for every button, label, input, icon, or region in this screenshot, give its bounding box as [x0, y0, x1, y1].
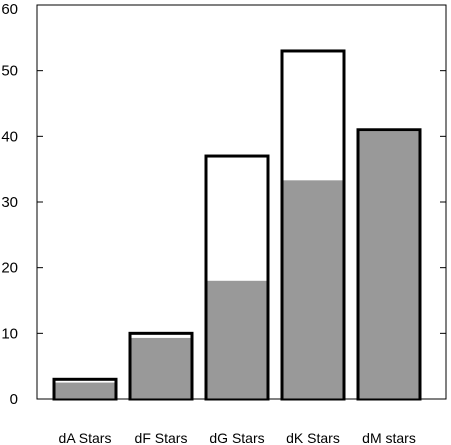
- y-tick-label-0: 0: [10, 391, 18, 408]
- bar-filled-3: [283, 180, 343, 399]
- y-tick-label-20: 20: [1, 260, 18, 277]
- y-tick-label-10: 10: [1, 325, 18, 342]
- x-tick-label-1: dF Stars: [135, 430, 188, 445]
- y-tick-label-50: 50: [1, 63, 18, 80]
- bar-filled-1: [131, 337, 191, 399]
- y-tick-label-60: 60: [1, 1, 18, 18]
- x-tick-label-0: dA Stars: [59, 430, 112, 445]
- x-tick-label-4: dM stars: [362, 430, 416, 445]
- bar-filled-2: [207, 280, 267, 399]
- y-tick-label-30: 30: [1, 194, 18, 211]
- bar-filled-0: [55, 382, 115, 399]
- bar-filled-4: [359, 131, 419, 399]
- x-tick-label-3: dK Stars: [286, 430, 340, 445]
- y-axis-tick-labels: 0 10 20 30 40 50 60: [1, 1, 18, 408]
- filled-bars: [55, 131, 419, 399]
- x-tick-label-2: dG Stars: [209, 430, 264, 445]
- x-axis-category-labels: dA Stars dF Stars dG Stars dK Stars dM stars: [59, 430, 416, 445]
- y-tick-label-40: 40: [1, 128, 18, 145]
- y-axis-ticks: [37, 4, 446, 400]
